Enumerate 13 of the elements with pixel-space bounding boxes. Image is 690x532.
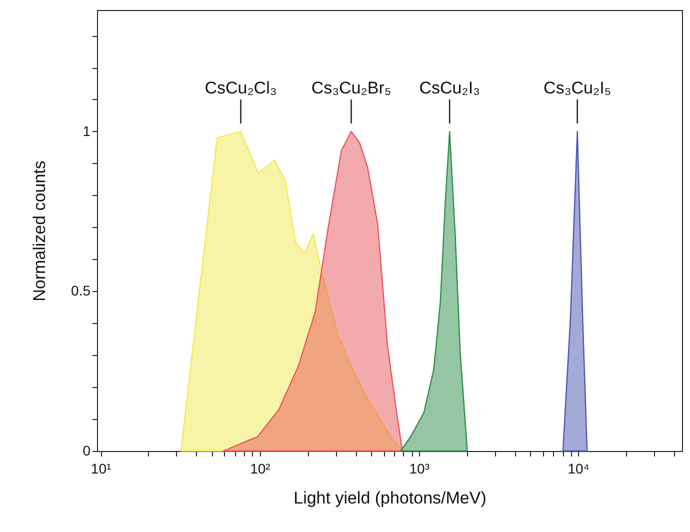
text: CsCu₂I₃ bbox=[419, 78, 480, 98]
y-tick-label: 1 bbox=[82, 122, 91, 139]
text: CsCu₂Cl₃ bbox=[204, 78, 277, 98]
y-axis-title: Normalized counts bbox=[30, 160, 50, 302]
y-tick-label: 0 bbox=[82, 442, 91, 458]
x-tick-label: 10³ bbox=[409, 460, 430, 476]
text: Cs₃Cu₂Br₅ bbox=[311, 78, 392, 98]
x-tick-label: 10¹ bbox=[90, 460, 112, 476]
y-tick-label: 0.5 bbox=[71, 282, 91, 299]
x-tick-label: 10⁴ bbox=[568, 460, 590, 476]
x-axis-title: Light yield (photons/MeV) bbox=[294, 488, 486, 508]
text: Cs₃Cu₂I₅ bbox=[544, 78, 612, 98]
x-tick-label: 10² bbox=[250, 460, 271, 476]
